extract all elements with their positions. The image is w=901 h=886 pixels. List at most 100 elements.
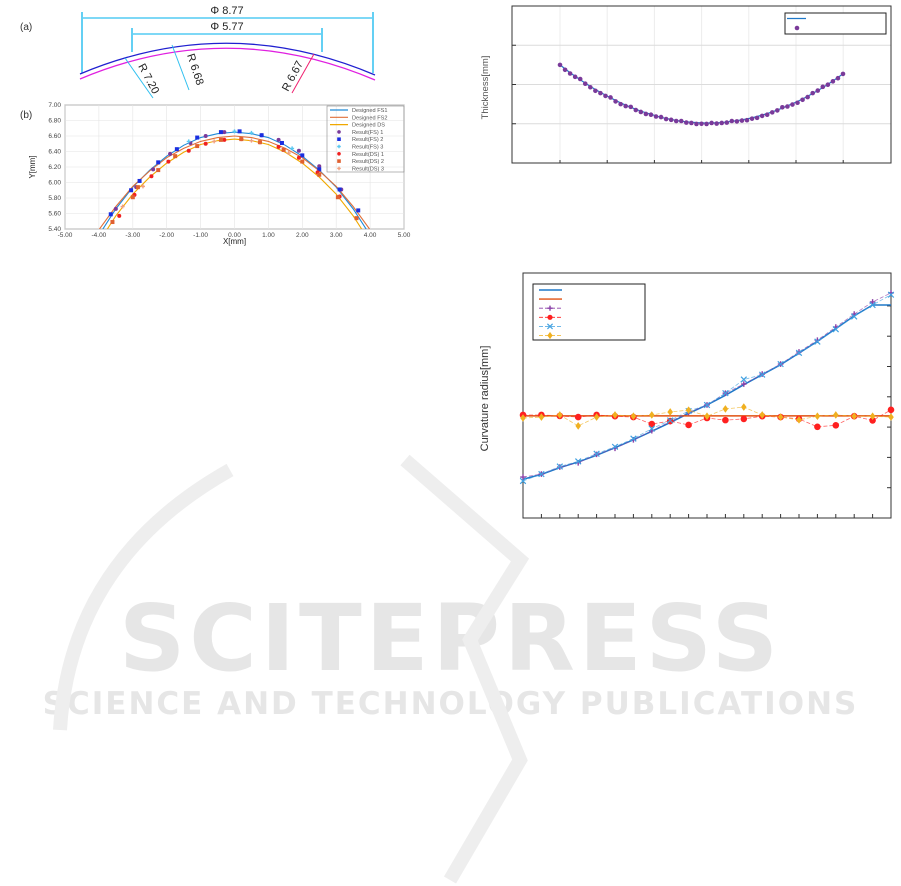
legend-label: Result(FS) 3: [352, 145, 383, 151]
data-point: [673, 118, 679, 124]
data-point: [790, 102, 795, 107]
y-tick-label: 5.60: [48, 211, 61, 218]
x-tick-label: 0.00: [228, 232, 241, 239]
data-point: [557, 411, 563, 419]
data-point: [557, 62, 563, 68]
data-point: [648, 420, 656, 428]
data-point: [195, 135, 200, 140]
y-axis-label: Thickness[mm]: [480, 56, 491, 120]
data-point: [815, 88, 821, 93]
data-point: [796, 416, 802, 424]
data-point: [666, 417, 674, 424]
data-point: [777, 413, 784, 421]
legend-box: [532, 283, 646, 341]
data-point: [830, 79, 836, 84]
data-point: [519, 477, 527, 485]
data-point: [618, 101, 623, 107]
data-point: [239, 137, 244, 142]
data-point: [850, 313, 858, 320]
chart-curvature: Curvature radius[mm]: [479, 272, 895, 519]
x-tick-label: -1.00: [193, 232, 208, 239]
data-point: [729, 118, 735, 124]
data-point: [740, 376, 748, 383]
data-point: [699, 121, 704, 127]
data-point: [628, 104, 634, 110]
data-point: [520, 474, 526, 480]
data-point: [887, 406, 895, 414]
data-point: [582, 81, 588, 87]
x-tick-label: -5.00: [58, 232, 73, 239]
legend-label: Result(DS) 1: [352, 152, 384, 158]
data-point: [186, 148, 191, 153]
data-point: [120, 204, 125, 209]
legend-marker: [794, 25, 800, 31]
x-tick-label: -2.00: [159, 232, 174, 239]
data-point: [257, 140, 262, 145]
data-point: [156, 168, 161, 173]
data-point: [714, 121, 719, 126]
x-axis-label: X[mm]: [223, 237, 246, 246]
y-tick-label: 6.80: [48, 118, 61, 125]
y-axis-label: Y[mm]: [28, 155, 37, 178]
legend-marker: [337, 152, 341, 156]
legend-label: Result(FS) 1: [352, 130, 383, 136]
data-point: [724, 120, 730, 125]
data-point: [744, 117, 750, 123]
data-point: [195, 144, 200, 149]
legend-marker: [337, 137, 341, 141]
data-point: [574, 458, 582, 465]
data-point: [129, 188, 134, 193]
data-point: [186, 139, 191, 144]
data-point: [667, 408, 673, 416]
data-point: [758, 371, 766, 378]
data-point: [356, 208, 361, 213]
data-point: [759, 411, 765, 419]
legend-marker: [337, 159, 341, 163]
data-point: [795, 349, 803, 357]
figure-a: (a) Φ 8.77 Φ 5.77 R 7.20 R 6.68 R 6.67: [20, 5, 376, 99]
data-point: [613, 99, 618, 104]
data-point: [800, 97, 805, 103]
data-point: [276, 137, 281, 142]
data-point: [833, 411, 839, 419]
data-point: [685, 421, 692, 429]
data-point: [337, 187, 342, 192]
data-point: [354, 216, 359, 221]
data-point: [704, 412, 710, 420]
legend-marker: [337, 130, 341, 134]
data-point: [633, 107, 639, 113]
data-point: [562, 67, 568, 73]
legend-label: Result(DS) 3: [352, 166, 384, 172]
data-point: [300, 159, 305, 164]
data-point: [290, 146, 295, 151]
data-point: [658, 114, 664, 120]
data-point: [259, 133, 264, 138]
data-point: [317, 172, 322, 177]
data-point: [678, 118, 684, 124]
data-point: [276, 144, 281, 149]
data-point: [232, 129, 237, 134]
data-point: [237, 129, 242, 134]
legend-marker: [546, 323, 554, 330]
radius-label-2: R 6.68: [184, 52, 205, 87]
data-point: [689, 120, 694, 126]
data-point: [722, 389, 729, 397]
legend-label: Designed DS: [352, 123, 385, 129]
data-point: [888, 413, 894, 421]
data-point: [222, 137, 227, 142]
data-point: [814, 412, 821, 420]
legend-marker: [337, 144, 341, 149]
watermark-arc: [53, 463, 234, 731]
y-tick-label: 6.40: [48, 149, 61, 156]
y-tick-label: 6.00: [48, 180, 61, 187]
legend-label: Designed FS1: [352, 108, 387, 114]
data-point: [814, 423, 821, 431]
data-point: [777, 360, 784, 368]
data-point: [630, 412, 637, 420]
data-point: [704, 121, 709, 127]
data-point: [722, 405, 729, 413]
data-point: [286, 151, 291, 156]
y-tick-label: 5.80: [48, 195, 61, 202]
data-point: [593, 88, 598, 94]
data-point: [769, 110, 775, 115]
